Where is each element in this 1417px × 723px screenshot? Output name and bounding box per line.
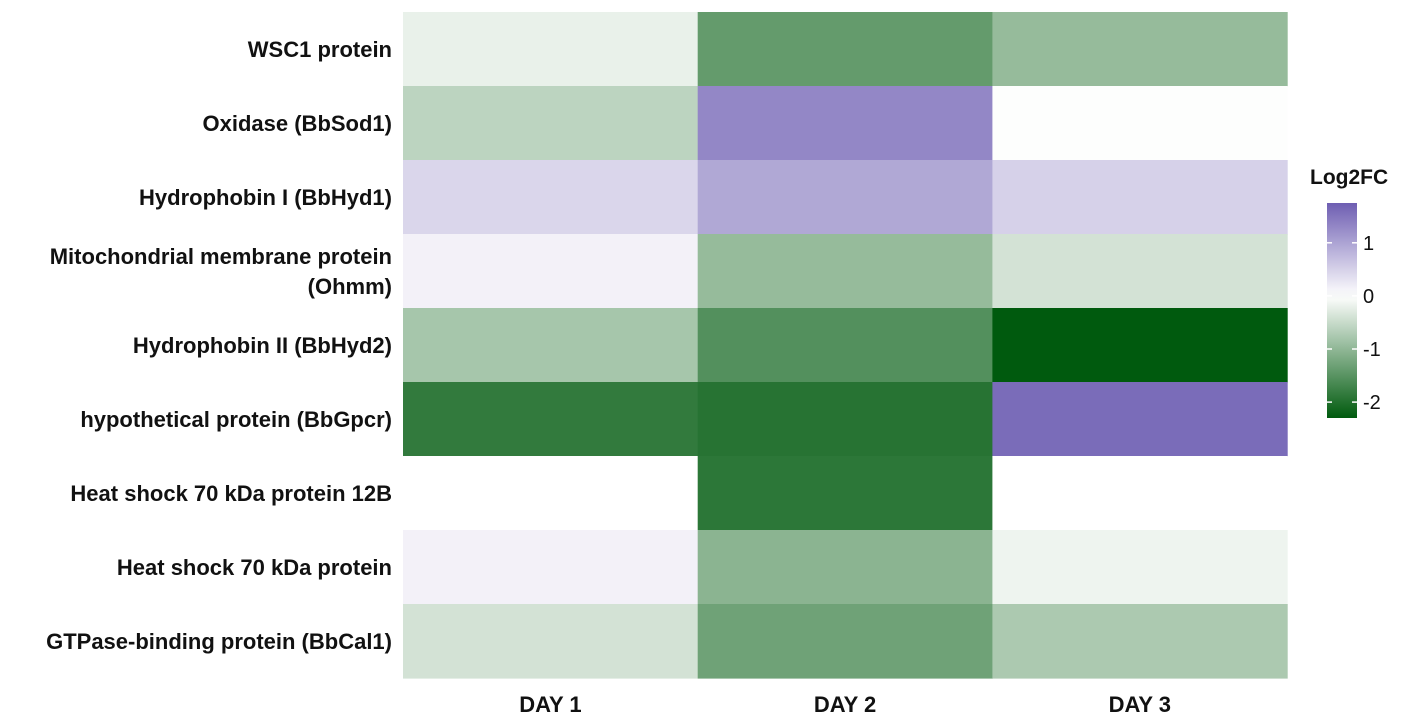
heatmap-cell xyxy=(697,382,993,457)
heatmap-cell xyxy=(992,234,1288,309)
row-labels: WSC1 protein Oxidase (BbSod1) Hydrophobin … xyxy=(46,37,392,654)
legend-title: Log2FC xyxy=(1310,166,1388,189)
row-label: Heat shock 70 kDa protein 12B xyxy=(70,481,392,506)
heatmap-cell xyxy=(992,382,1288,457)
row-label: GTPase-binding protein (BbCal1) xyxy=(46,629,392,654)
row-label: Heat shock 70 kDa protein xyxy=(117,555,392,580)
heatmap-cell xyxy=(403,530,699,605)
legend-tick-label: -2 xyxy=(1363,392,1381,414)
heatmap-cells xyxy=(403,12,1288,679)
heatmap-cell xyxy=(992,456,1288,531)
heatmap-cell xyxy=(403,308,699,383)
legend-color-bar xyxy=(1327,203,1357,418)
column-labels: DAY 1 DAY 2 DAY 3 xyxy=(519,692,1171,717)
legend-ticks: 1 0 -1 -2 xyxy=(1327,233,1381,414)
column-label: DAY 1 xyxy=(519,692,581,717)
heatmap-cell xyxy=(697,456,993,531)
heatmap-cell xyxy=(697,86,993,161)
heatmap-cell xyxy=(403,86,699,161)
heatmap-cell xyxy=(992,160,1288,235)
heatmap-cell xyxy=(992,12,1288,87)
column-label: DAY 2 xyxy=(814,692,876,717)
heatmap-cell xyxy=(403,12,699,87)
heatmap-cell xyxy=(992,530,1288,605)
row-label: hypothetical protein (BbGpcr) xyxy=(80,407,392,432)
heatmap-cell xyxy=(697,234,993,309)
heatmap-cell xyxy=(403,160,699,235)
heatmap-cell xyxy=(992,308,1288,383)
heatmap-cell xyxy=(697,308,993,383)
heatmap-cell xyxy=(403,604,699,679)
heatmap-cell xyxy=(697,160,993,235)
row-label: Mitochondrial membrane protein xyxy=(50,244,392,269)
legend-tick-label: 0 xyxy=(1363,286,1374,308)
heatmap-cell xyxy=(403,456,699,531)
color-legend: Log2FC 1 0 -1 -2 xyxy=(1310,166,1388,418)
row-label: Oxidase (BbSod1) xyxy=(203,111,392,136)
column-label: DAY 3 xyxy=(1109,692,1171,717)
row-label: WSC1 protein xyxy=(248,37,392,62)
heatmap-cell xyxy=(697,604,993,679)
heatmap-cell xyxy=(403,382,699,457)
heatmap-cell xyxy=(992,86,1288,161)
heatmap-cell xyxy=(697,12,993,87)
row-label: Hydrophobin II (BbHyd2) xyxy=(133,333,392,358)
heatmap-cell xyxy=(992,604,1288,679)
row-label: Hydrophobin I (BbHyd1) xyxy=(139,185,392,210)
legend-tick-label: -1 xyxy=(1363,339,1381,361)
heatmap-cell xyxy=(697,530,993,605)
heatmap-cell xyxy=(403,234,699,309)
legend-tick-label: 1 xyxy=(1363,233,1374,255)
row-label: (Ohmm) xyxy=(308,274,392,299)
